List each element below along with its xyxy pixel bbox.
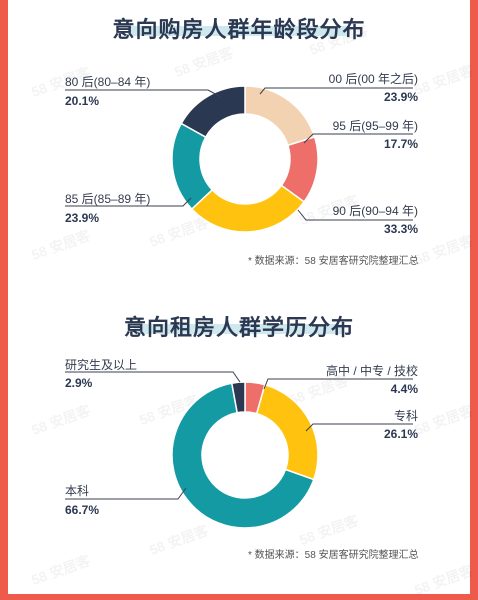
- value-95s: 17.7%: [383, 137, 418, 151]
- leader-line: [65, 89, 222, 98]
- title-highlight: [134, 324, 344, 334]
- value-postgrad: 2.9%: [65, 376, 93, 390]
- label-85s: 85 后(85–89 年): [65, 192, 151, 206]
- label-highschool: 高中 / 中专 / 技校: [325, 364, 418, 378]
- leader-line: [305, 423, 413, 432]
- data-source-1: * 数据来源：58 安居客研究院整理汇总: [248, 256, 419, 267]
- label-00s: 00 后(00 年之后): [328, 72, 418, 86]
- donut-slice: [171, 382, 315, 529]
- chart-title-age: 意向购房人群年龄段分布: [112, 17, 366, 42]
- leader-line: [65, 197, 192, 207]
- value-90s: 33.3%: [383, 222, 418, 236]
- title-highlight: [128, 26, 350, 36]
- leader-line: [263, 378, 413, 390]
- label-postgrad: 研究生及以上: [65, 358, 138, 372]
- leader-line: [65, 487, 187, 500]
- label-90s: 90 后(90–94 年): [332, 204, 418, 218]
- value-college: 26.1%: [383, 427, 418, 441]
- education-donut-chart: [65, 371, 413, 529]
- label-bachelor: 本科: [65, 484, 90, 498]
- leader-line: [303, 133, 413, 144]
- infographic-panel: 58 安居客58 安居客58 安居客58 安居客58 安居客58 安居客58 安…: [8, 0, 475, 598]
- value-00s: 23.9%: [383, 90, 418, 104]
- leader-line: [297, 209, 413, 221]
- label-college: 专科: [393, 409, 418, 423]
- data-source-2: * 数据来源：58 安居客研究院整理汇总: [248, 550, 419, 561]
- leader-line: [65, 371, 241, 383]
- value-85s: 23.9%: [65, 211, 100, 225]
- label-80s: 80 后(80–84 年): [65, 75, 151, 89]
- label-95s: 95 后(95–99 年): [332, 119, 418, 133]
- donut-slice: [180, 85, 246, 139]
- value-highschool: 4.4%: [390, 382, 418, 396]
- value-bachelor: 66.7%: [65, 503, 100, 517]
- donut-slice: [230, 381, 246, 414]
- leader-line: [259, 87, 413, 95]
- age-donut-chart: [65, 85, 413, 233]
- chart-title-education: 意向租房人群学历分布: [123, 315, 354, 340]
- value-80s: 20.1%: [65, 94, 100, 108]
